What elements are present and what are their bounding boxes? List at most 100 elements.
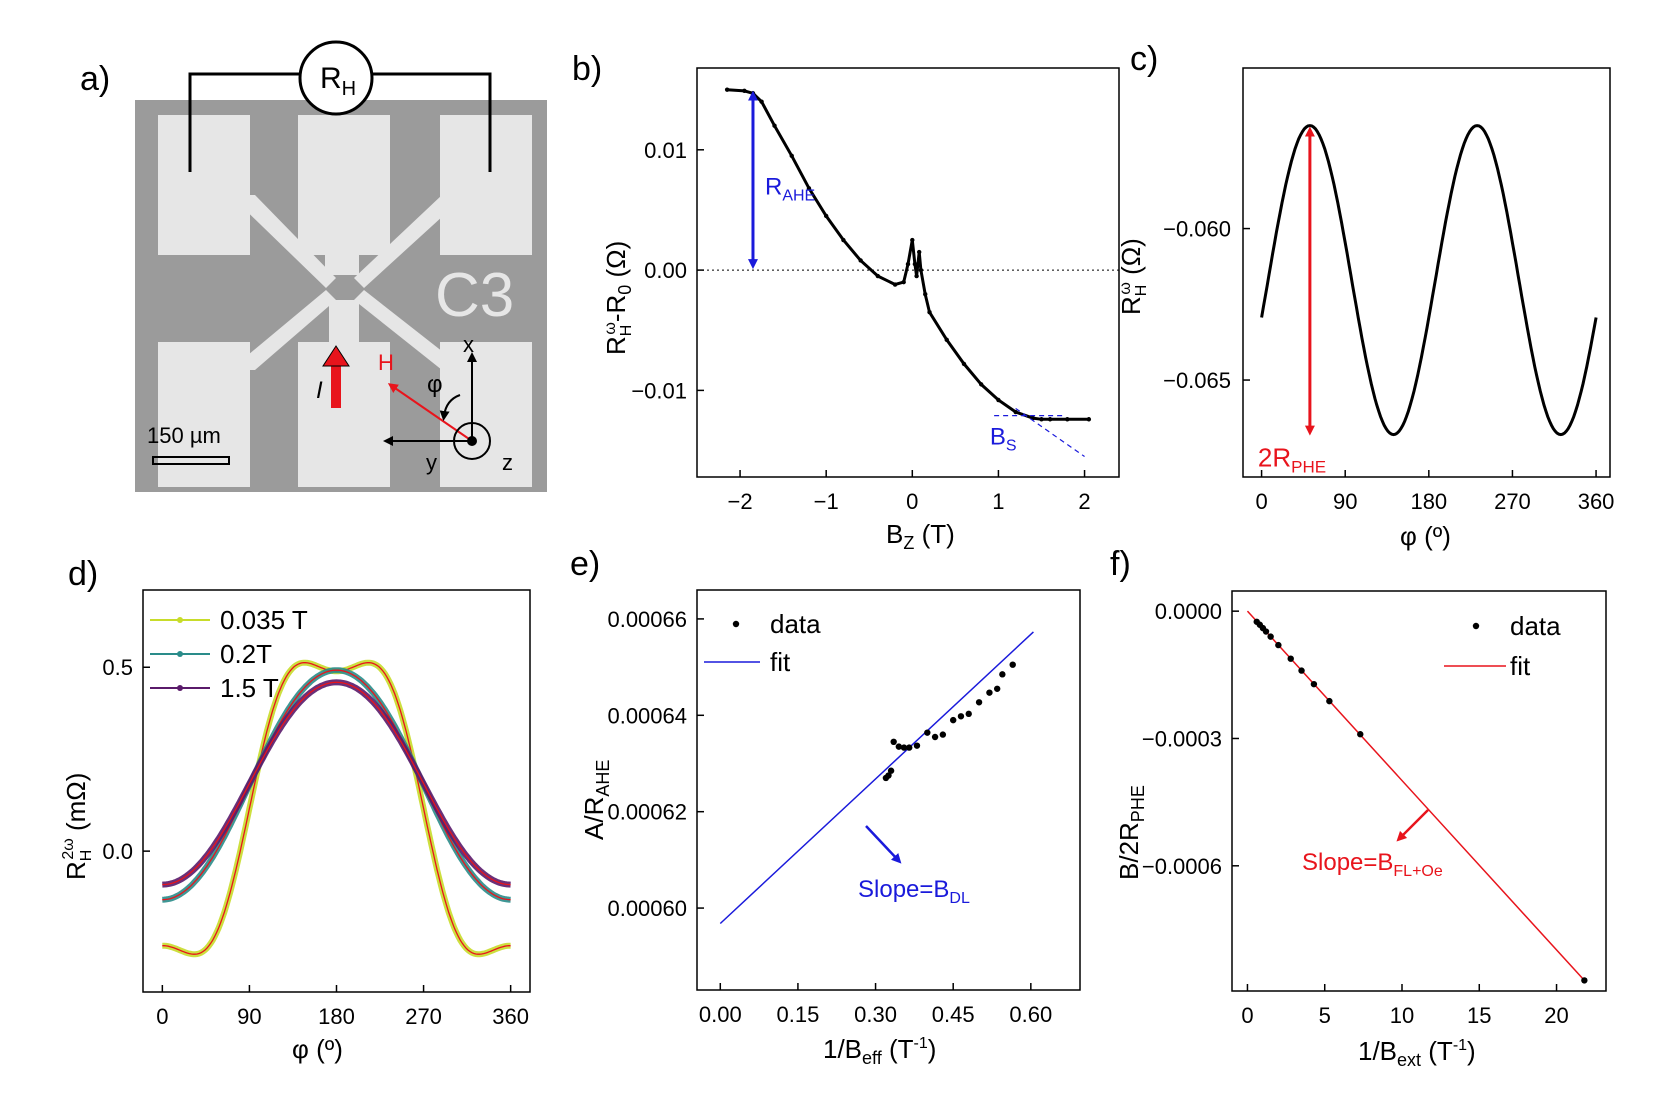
chart-d-yticks: 0.0 0.5 — [102, 655, 150, 864]
x-tick-label: 270 — [1494, 489, 1531, 514]
data-point — [993, 685, 1001, 692]
data-point — [916, 249, 922, 255]
y-tick-label: −0.0003 — [1142, 726, 1222, 751]
data-point — [858, 258, 863, 263]
y-tick-label: 0.00062 — [607, 800, 687, 825]
chart-e-yticks: 0.00060 0.00062 0.00064 0.00066 — [607, 607, 704, 921]
field-label: H — [378, 350, 394, 375]
slope-fl-arrow — [1396, 809, 1429, 842]
chart-e-xticks: 0.00 0.15 0.30 0.45 0.60 — [699, 983, 1052, 1027]
chart-d-ylabel: RH2ω (mΩ) — [60, 773, 95, 880]
axis-z-dot — [467, 436, 477, 446]
y-tick-label: 0.0 — [102, 839, 133, 864]
slope-dl-arrow — [865, 825, 902, 864]
y-tick-label: 0.00060 — [607, 896, 687, 921]
y-tick-label: 0.5 — [102, 655, 133, 680]
rh-wire — [188, 72, 492, 172]
y-tick-label: 0.00064 — [607, 703, 687, 728]
x-tick-label: 0 — [1255, 489, 1267, 514]
data-point — [912, 261, 918, 267]
y-tick-label: −0.060 — [1163, 217, 1231, 242]
fit-line — [1246, 610, 1585, 981]
data-point — [759, 99, 764, 104]
x-tick-label: −1 — [814, 489, 839, 514]
phi-label: φ — [427, 371, 443, 398]
slope-fl-label: Slope=BFL+Oe — [1302, 849, 1443, 880]
data-point — [965, 710, 972, 718]
data-point — [823, 213, 829, 219]
chart-f-xticks: 0 5 10 15 20 — [1241, 984, 1569, 1028]
data-point — [1009, 661, 1016, 668]
chart-d-xticks: 0 90 180 270 360 — [156, 985, 529, 1029]
panel-d-label: d) — [68, 555, 98, 593]
x-tick-label: −2 — [728, 489, 753, 514]
current-label: I — [316, 377, 323, 404]
x-tick-label: 15 — [1467, 1003, 1491, 1028]
data-point — [914, 273, 919, 279]
axis-z-label: z — [502, 450, 513, 475]
y-tick-label: −0.065 — [1163, 368, 1231, 393]
data-point — [1047, 417, 1053, 422]
data-point — [1357, 731, 1364, 738]
data-point — [875, 273, 881, 279]
fit-line — [719, 631, 1034, 925]
chart-b-ylabel: RHω-R0 (Ω) — [601, 241, 635, 355]
x-tick-label: 0.15 — [777, 1002, 820, 1027]
panel-c: c) 0 90 180 270 360 −0.065 −0.060 2RPHE φ (º)… — [1116, 40, 1614, 551]
data-point — [961, 361, 967, 367]
panel-a-label: a) — [80, 60, 110, 98]
data-point — [957, 713, 965, 720]
data-point — [841, 237, 846, 243]
chart-f-series — [1246, 610, 1588, 984]
data-point — [890, 738, 897, 746]
chart-d: 0 90 180 270 360 0.0 0.5 0.035 T 0.2T 1.5 T — [102, 589, 531, 1029]
x-tick-label: 0.30 — [854, 1002, 897, 1027]
series-0-data — [162, 659, 511, 958]
data-point — [1086, 417, 1092, 422]
legend-marker — [177, 651, 183, 657]
chart-c: 0 90 180 270 360 −0.065 −0.060 2RPHE — [1163, 67, 1615, 514]
data-point — [901, 279, 906, 285]
legend-label: 0.2T — [220, 639, 272, 669]
legend-marker — [732, 620, 740, 628]
data-point — [999, 671, 1006, 678]
series-1-fit — [162, 669, 511, 901]
data-point — [789, 153, 794, 159]
data-curve — [726, 88, 1089, 421]
chart-d-frame — [142, 589, 531, 993]
chart-c-xlabel: φ (º) — [1400, 521, 1451, 551]
data-point — [931, 733, 939, 741]
chart-c-yticks: −0.065 −0.060 — [1163, 217, 1250, 393]
axis-z-circle — [453, 422, 491, 460]
x-tick-label: 2 — [1078, 489, 1090, 514]
legend-label: data — [1510, 611, 1561, 641]
chart-f-yticks: −0.0006 −0.0003 0.0000 — [1142, 599, 1239, 879]
current-arrow — [322, 345, 350, 408]
y-tick-label: 0.0000 — [1155, 599, 1222, 624]
rphe-label: 2RPHE — [1258, 443, 1326, 477]
data-point — [906, 744, 913, 751]
axis-x-label: x — [463, 332, 474, 357]
chip-pads — [158, 115, 532, 487]
rh-meter — [298, 40, 374, 116]
data-point — [918, 267, 924, 273]
x-tick-label: 360 — [1578, 489, 1615, 514]
phi-arc — [439, 394, 461, 421]
axis-y-label: y — [426, 450, 437, 475]
panel-d: d) 0 90 180 270 360 0.00.5 0.035 T0.2T1.5 T … — [60, 555, 531, 1064]
panel-b-label: b) — [572, 50, 602, 88]
x-tick-label: 0 — [156, 1004, 168, 1029]
chart-d-legend: 0.035 T 0.2T 1.5 T — [150, 605, 308, 703]
data-point — [975, 699, 983, 706]
x-tick-label: 10 — [1390, 1003, 1414, 1028]
chart-f: 0 5 10 15 20 −0.0006 −0.0003 0.0000 data fit Sl… — [1142, 590, 1607, 1028]
data-point — [887, 767, 895, 774]
data-point — [806, 186, 812, 191]
data-point — [1267, 633, 1274, 640]
data-point — [895, 743, 903, 750]
chart-e-ylabel: A/RAHE — [579, 760, 613, 840]
x-tick-label: 0.60 — [1009, 1002, 1052, 1027]
chart-b-frame — [696, 67, 1120, 478]
data-point — [979, 382, 984, 387]
